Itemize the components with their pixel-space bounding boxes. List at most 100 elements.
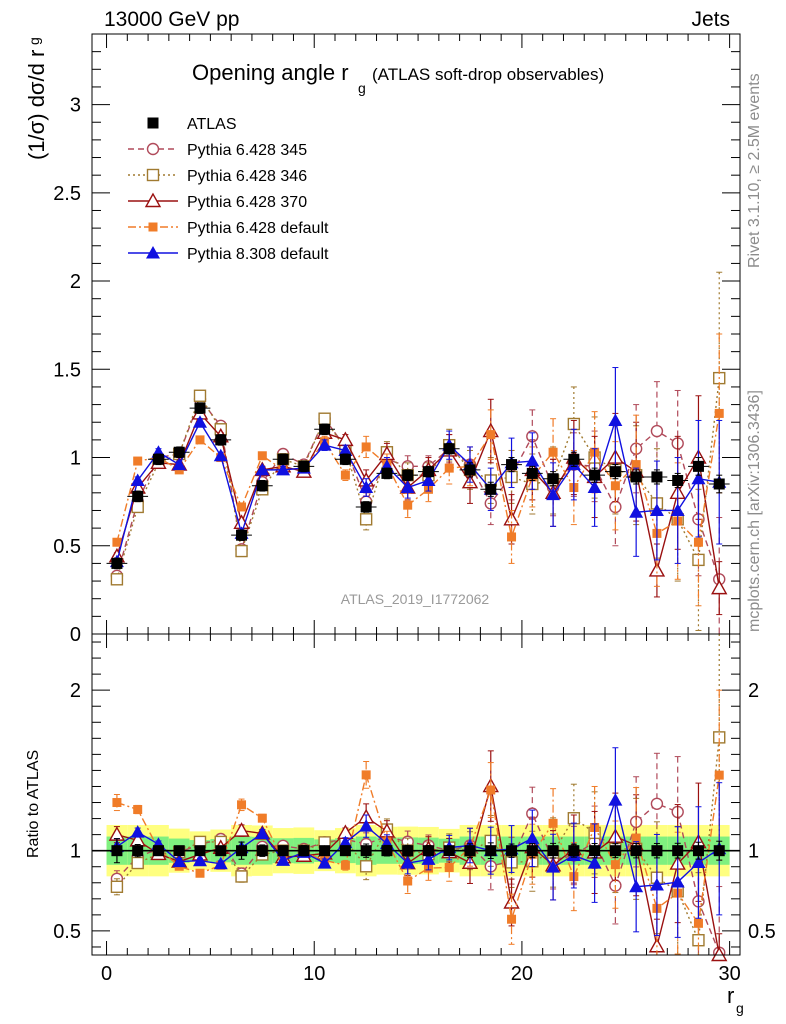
data-point (361, 442, 371, 452)
series-pythia-6-428-370 (108, 395, 728, 616)
data-point (629, 879, 644, 893)
data-point (486, 785, 496, 795)
data-point (631, 460, 641, 470)
data-point (236, 529, 248, 541)
ratio-y-tick-label: 0.5 (53, 921, 81, 943)
data-point (651, 471, 663, 483)
data-point (255, 462, 270, 476)
data-point (256, 480, 268, 492)
data-point (131, 856, 144, 870)
data-point (130, 825, 145, 838)
data-point (444, 862, 454, 872)
x-tick-label: 20 (511, 963, 533, 985)
data-point (276, 853, 291, 866)
x-tick-label: 30 (718, 963, 740, 985)
data-point (133, 456, 143, 466)
data-point (132, 490, 144, 502)
data-point (629, 505, 644, 518)
data-point (506, 459, 518, 471)
series-line (116, 417, 720, 562)
ratio-panel-data (106, 633, 730, 962)
data-point (255, 826, 270, 839)
data-point (237, 800, 247, 810)
data-point (714, 770, 724, 780)
data-point (421, 852, 436, 865)
data-point (133, 805, 143, 815)
data-point (587, 480, 602, 494)
data-point (526, 467, 538, 479)
y-tick-label: 3 (70, 95, 81, 117)
data-point (339, 453, 351, 465)
legend-label: Pythia 8.308 default (187, 246, 329, 263)
data-point (548, 818, 558, 828)
data-point (443, 443, 455, 455)
data-point (670, 503, 685, 516)
data-point (172, 854, 187, 868)
legend-item-pythia-8-308-default: Pythia 8.308 default (128, 246, 329, 263)
data-point (213, 448, 228, 462)
data-point (568, 453, 580, 465)
data-point (631, 833, 641, 843)
data-point (711, 579, 728, 595)
legend-marker (146, 168, 160, 182)
data-point (546, 860, 561, 873)
legend-marker (147, 117, 159, 129)
data-point (507, 532, 517, 542)
data-point (277, 453, 289, 465)
data-point (525, 454, 540, 467)
data-point (421, 473, 436, 486)
legend-item-pythia-6-428-345: Pythia 6.428 345 (128, 142, 307, 159)
legend-marker (146, 246, 160, 259)
data-point (112, 537, 122, 547)
data-point (235, 870, 248, 883)
data-point (359, 860, 373, 873)
y-tick-label: 0.5 (53, 536, 81, 558)
observable-class-label: Jets (691, 8, 730, 31)
data-point (276, 462, 291, 476)
data-point (609, 466, 621, 478)
ratio-y-tick-label-right: 0.5 (748, 921, 776, 943)
data-point (215, 434, 227, 446)
data-point (361, 770, 371, 780)
data-point (381, 467, 393, 479)
data-point (691, 855, 706, 869)
ratio-series-pythia-6-428-346 (110, 633, 726, 956)
data-point (714, 408, 724, 418)
data-point (340, 860, 350, 870)
data-point (193, 853, 207, 867)
data-point (485, 483, 497, 495)
y-tick-label: 2 (70, 271, 81, 293)
legend: ATLAS Pythia 6.428 345 Pythia 6.428 346 Pyt… (128, 116, 329, 263)
data-point (130, 473, 145, 486)
y-tick-label: 1.5 (53, 359, 81, 381)
y-tick-label: 0 (70, 624, 81, 646)
legend-label: Pythia 6.428 370 (187, 194, 307, 211)
y-tick-label: 1 (70, 448, 81, 470)
data-point (672, 474, 684, 486)
data-point (589, 469, 601, 481)
legend-item-pythia-6-428-default: Pythia 6.428 default (128, 220, 329, 237)
data-point (112, 798, 122, 808)
data-point (110, 880, 124, 893)
data-point (587, 856, 602, 869)
data-point (340, 470, 350, 480)
legend-item-pythia-6-428-346: Pythia 6.428 346 (128, 168, 307, 185)
data-point (648, 562, 666, 577)
data-point (649, 503, 664, 516)
data-point (338, 443, 353, 456)
data-point (317, 438, 332, 451)
y-axis-label-subscript: g (26, 37, 42, 45)
ratio-y-axis-label: Ratio to ATLAS (25, 750, 42, 858)
data-point (670, 875, 685, 888)
data-point (403, 876, 413, 886)
ratio-y-tick-label: 1 (70, 841, 81, 863)
data-point (359, 819, 374, 832)
data-point (257, 813, 267, 823)
data-point (711, 946, 728, 962)
series-line (116, 412, 720, 589)
legend-marker (148, 222, 158, 232)
x-axis-label-subscript: g (736, 1000, 744, 1016)
data-point (400, 480, 415, 494)
chart-title-subscript: g (358, 80, 366, 96)
